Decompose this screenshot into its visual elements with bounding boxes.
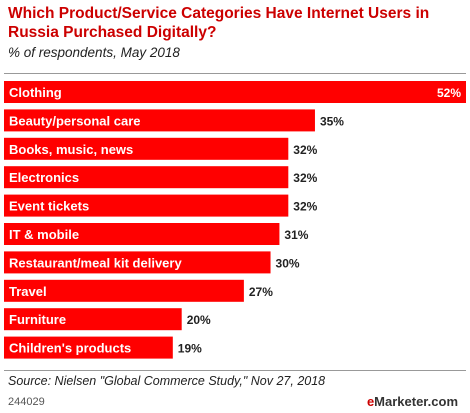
bar-5 [4,223,280,245]
chart-id: 244029 [8,396,45,408]
category-label-7: Travel [9,284,47,299]
top-divider [4,73,466,74]
category-label-2: Books, music, news [9,142,133,157]
category-label-6: Restaurant/meal kit delivery [9,255,182,270]
bar-8 [4,308,182,331]
value-label-0: 52% [437,86,461,100]
value-label-2: 32% [293,143,317,157]
category-label-1: Beauty/personal care [9,113,141,128]
value-label-9: 19% [178,342,202,356]
bar-2 [4,137,289,160]
source-note: Source: Nielsen "Global Commerce Study,"… [8,374,326,388]
value-label-5: 31% [284,228,308,242]
bar-9 [4,336,173,359]
value-label-3: 32% [293,171,317,185]
chart-title: Which Product/Service Categories Have In… [8,5,430,41]
category-label-4: Event tickets [9,199,89,214]
brand-domain: .com [427,394,458,409]
bar-0 [4,81,466,103]
bar-4 [4,194,289,217]
value-label-7: 27% [249,285,273,299]
emarketer-logo: eMarketer.com [367,394,458,409]
value-label-8: 20% [187,313,211,327]
bar-1 [4,109,315,132]
category-label-3: Electronics [9,170,79,185]
value-label-6: 30% [276,256,300,270]
bar-3 [4,166,289,189]
category-label-0: Clothing [9,85,62,100]
bar-6 [4,251,271,274]
category-label-8: Furniture [9,312,66,327]
value-label-4: 32% [293,200,317,214]
chart-subtitle: % of respondents, May 2018 [8,45,180,60]
bar-7 [4,279,244,302]
bottom-divider [4,370,466,371]
category-label-5: IT & mobile [9,227,79,242]
brand-e: e [366,394,375,409]
category-label-9: Children's products [9,341,131,356]
brand-name: Marketer [374,394,428,409]
value-label-1: 35% [320,114,344,128]
